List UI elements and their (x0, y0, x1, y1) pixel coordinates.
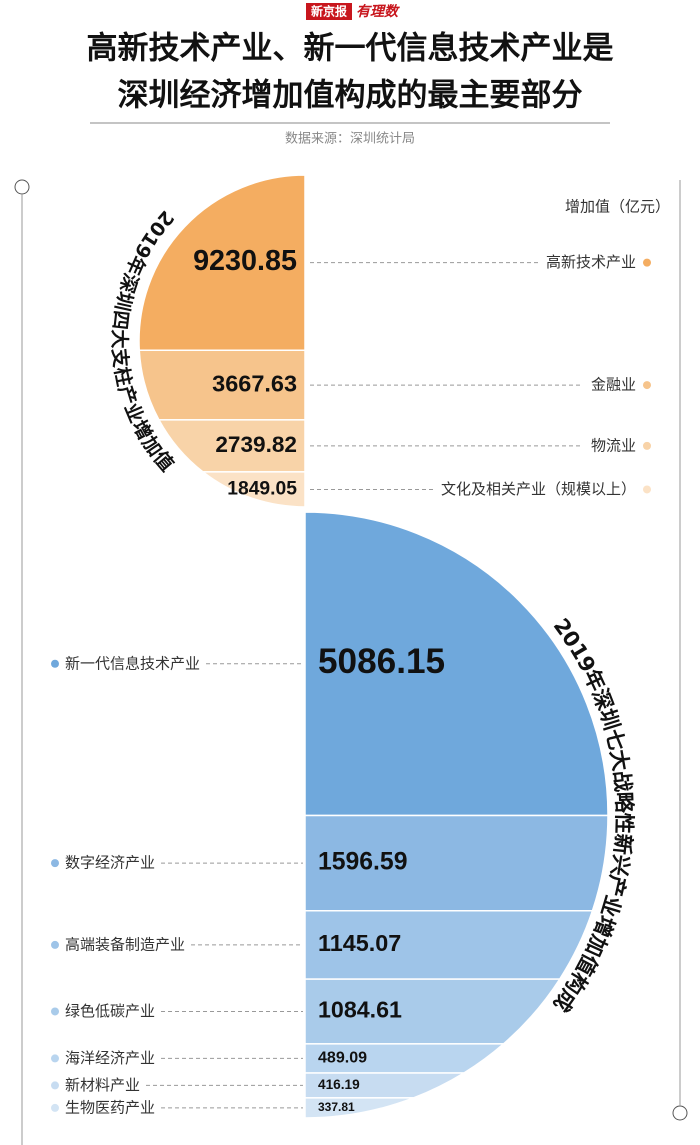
legend-dot (51, 659, 59, 668)
brand: 有理数 (356, 3, 400, 20)
value-label: 489.09 (318, 1049, 367, 1067)
logo-box (306, 3, 352, 20)
deco-circle (14, 179, 30, 195)
segment (200, 471, 306, 508)
category-label: 数字经济产业 (65, 854, 155, 872)
source: 数据来源：深圳统计局 (285, 132, 415, 147)
category-label: 新材料产业 (65, 1076, 140, 1094)
segment (304, 511, 609, 817)
category-label: 物流业 (591, 436, 636, 454)
legend-dot (51, 1081, 59, 1090)
legend-dot (643, 381, 651, 390)
category-label: 文化及相关产业（规模以上） (441, 480, 636, 498)
category-label: 新一代信息技术产业 (65, 654, 200, 672)
value-label: 337.81 (318, 1100, 355, 1114)
value-label: 3667.63 (212, 370, 297, 396)
value-label: 416.19 (318, 1077, 360, 1092)
logo: 新京报 (311, 4, 347, 19)
value-label: 2739.82 (215, 432, 297, 457)
value-label: 9230.85 (193, 245, 297, 277)
legend-dot (51, 859, 59, 868)
deco-circle (672, 1105, 688, 1121)
segment (304, 1097, 414, 1119)
legend-dot (643, 258, 651, 267)
legend-dot (51, 1103, 59, 1112)
legend-dot (643, 485, 651, 494)
category-label: 海洋经济产业 (65, 1049, 155, 1067)
unit-label: 增加值（亿元） (565, 198, 670, 216)
category-label: 金融业 (591, 376, 636, 394)
legend-dot (51, 940, 59, 949)
value-label: 1145.07 (318, 930, 401, 956)
value-label: 5086.15 (318, 642, 445, 681)
category-label: 高新技术产业 (546, 253, 636, 271)
category-label: 绿色低碳产业 (65, 1002, 155, 1020)
legend-dot (643, 441, 651, 450)
legend-dot (51, 1054, 59, 1063)
title-line: 深圳经济增加值构成的最主要部分 (118, 78, 583, 114)
value-label: 1596.59 (318, 849, 407, 876)
value-label: 1849.05 (227, 479, 297, 500)
value-label: 1084.61 (318, 997, 402, 1023)
legend-dot (51, 1007, 59, 1016)
category-label: 生物医药产业 (65, 1098, 155, 1116)
title-line: 高新技术产业、新一代信息技术产业是 (87, 31, 614, 67)
segment (138, 174, 306, 351)
category-label: 高端装备制造产业 (65, 935, 185, 953)
